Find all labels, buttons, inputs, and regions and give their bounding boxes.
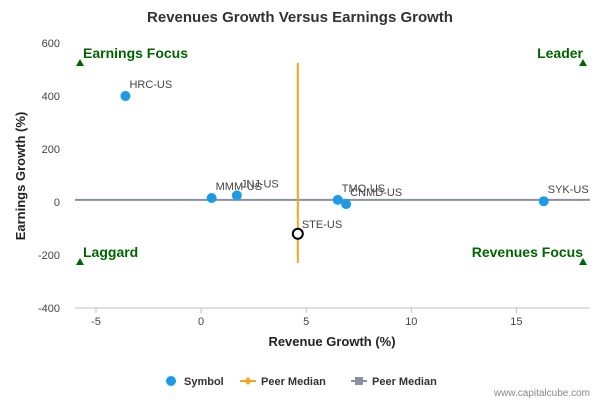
data-point-label: MMM-US [216, 181, 262, 193]
data-point [120, 91, 131, 101]
quadrant-marker-bottom-left [76, 258, 84, 265]
axes: -5 0 5 10 15 -400 -200 0 200 400 600 [38, 38, 590, 328]
data-point [538, 196, 549, 207]
data-point [206, 193, 217, 204]
data-point-label: STE-US [302, 219, 342, 231]
data-point-label: TMO-US [342, 183, 385, 195]
data-point [231, 190, 242, 201]
x-tick-label: 5 [303, 316, 309, 328]
x-tick-label: 0 [198, 316, 204, 328]
y-tick-label: 200 [42, 144, 60, 156]
quadrant-label-earnings-focus: Earnings Focus [83, 45, 188, 61]
y-tick-label: 600 [42, 38, 60, 50]
x-tick-label: 15 [510, 316, 522, 328]
quadrant-marker-top-left [76, 59, 84, 66]
x-axis-title: Revenue Growth (%) [268, 334, 395, 349]
y-tick-label: 0 [54, 197, 60, 209]
quadrant-label-laggard: Laggard [83, 244, 138, 260]
data-point-label: SYK-US [548, 184, 589, 196]
data-point [332, 194, 343, 205]
legend-marker-symbol [166, 376, 176, 386]
x-tick-label: 10 [405, 316, 417, 328]
quadrant-marker-top-right [579, 59, 587, 66]
y-axis-title: Earnings Growth (%) [13, 112, 28, 241]
legend-label: Peer Median [372, 376, 437, 388]
quadrant-labels: Earnings Focus Leader Laggard Revenues Focu… [76, 45, 587, 265]
peer-median-lines [75, 62, 590, 263]
data-point-highlight [291, 227, 304, 240]
legend-marker-earnings-median [355, 377, 363, 385]
y-tick-label: -200 [38, 250, 60, 262]
quadrant-label-leader: Leader [537, 45, 583, 61]
x-tick-label: -5 [91, 316, 101, 328]
y-tick-label: -400 [38, 303, 60, 315]
data-point-label: JNJ-US [241, 178, 279, 190]
data-point [341, 199, 352, 210]
quadrant-label-revenues-focus: Revenues Focus [472, 244, 583, 260]
y-tick-label: 400 [42, 91, 60, 103]
chart-title: Revenues Growth Versus Earnings Growth [147, 9, 453, 26]
data-point-label: CNMD-US [350, 187, 402, 199]
legend-label: Symbol [184, 376, 224, 388]
legend-label: Peer Median [261, 376, 326, 388]
legend-marker-revenue-median [244, 377, 252, 385]
legend: Symbol Peer Median Peer Median [166, 376, 437, 388]
credit-text: www.capitalcube.com [493, 388, 590, 399]
quadrant-marker-bottom-right [579, 258, 587, 265]
data-point-label: HRC-US [129, 79, 172, 91]
